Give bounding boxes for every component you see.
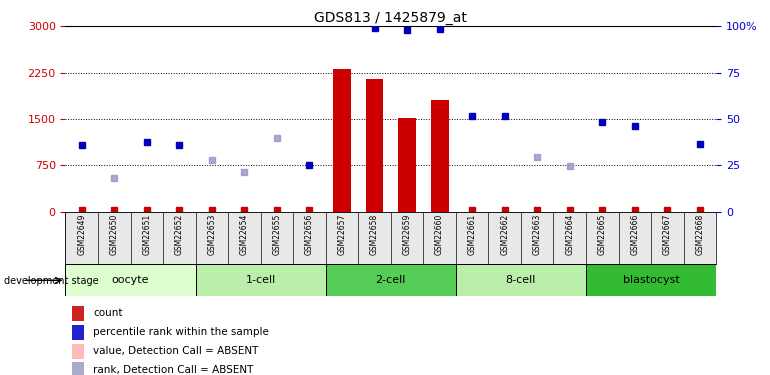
Text: GSM22654: GSM22654 [240,213,249,255]
Text: GSM22661: GSM22661 [467,213,477,255]
Text: GSM22656: GSM22656 [305,213,314,255]
Text: GSM22659: GSM22659 [403,213,411,255]
Bar [684,212,716,264]
Bar [488,212,521,264]
Bar [390,212,424,264]
Bar [618,212,651,264]
Text: GSM22657: GSM22657 [337,213,346,255]
Text: 1-cell: 1-cell [246,275,276,285]
Bar [554,212,586,264]
Text: count: count [93,309,123,318]
Title: GDS813 / 1425879_at: GDS813 / 1425879_at [314,11,467,25]
Text: blastocyst: blastocyst [623,275,679,285]
Bar [424,212,456,264]
Bar [586,212,618,264]
Bar [196,264,326,296]
Text: GSM22650: GSM22650 [110,213,119,255]
Bar [333,69,351,212]
Text: development stage: development stage [4,276,99,285]
Bar [586,264,716,296]
Text: GSM22649: GSM22649 [77,213,86,255]
Text: GSM22651: GSM22651 [142,213,151,255]
Bar [130,212,163,264]
Text: GSM22664: GSM22664 [565,213,574,255]
Text: 2-cell: 2-cell [376,275,406,285]
Bar [98,212,130,264]
Text: GSM22663: GSM22663 [533,213,541,255]
Bar [65,212,98,264]
Text: rank, Detection Call = ABSENT: rank, Detection Call = ABSENT [93,365,254,375]
Bar [72,362,84,375]
Text: GSM22668: GSM22668 [695,213,705,255]
Text: GSM22662: GSM22662 [500,213,509,255]
Bar [65,264,196,296]
Text: oocyte: oocyte [112,275,149,285]
Bar [651,212,684,264]
Bar [196,212,228,264]
Bar [228,212,260,264]
Bar [326,212,358,264]
Bar [163,212,196,264]
Bar [326,264,456,296]
Bar [72,344,84,358]
Bar [366,80,383,212]
Bar [456,212,488,264]
Text: GSM22665: GSM22665 [598,213,607,255]
Text: GSM22660: GSM22660 [435,213,444,255]
Bar [72,306,84,321]
Bar [456,264,586,296]
Text: GSM22666: GSM22666 [631,213,639,255]
Bar [430,100,448,212]
Bar [521,212,554,264]
Text: 8-cell: 8-cell [506,275,536,285]
Text: percentile rank within the sample: percentile rank within the sample [93,327,270,337]
Text: GSM22653: GSM22653 [207,213,216,255]
Text: GSM22655: GSM22655 [273,213,281,255]
Bar [358,212,390,264]
Text: GSM22652: GSM22652 [175,213,184,255]
Text: GSM22658: GSM22658 [370,213,379,255]
Bar [398,118,416,212]
Text: GSM22667: GSM22667 [663,213,671,255]
Bar [260,212,293,264]
Bar [72,325,84,340]
Text: value, Detection Call = ABSENT: value, Detection Call = ABSENT [93,346,259,356]
Bar [293,212,326,264]
